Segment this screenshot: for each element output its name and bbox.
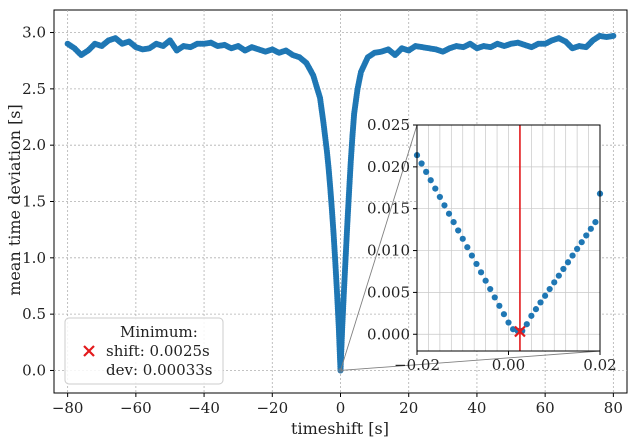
inset-data-point (436, 193, 443, 201)
inset-data-point (537, 299, 544, 306)
main-ticks: −80 −60 −40 −20 0 20 40 60 80 0.0 0.5 1.0 1.5 2.0 2.5 3… (22, 24, 623, 417)
legend-line-2: shift: 0.0025s (106, 342, 210, 360)
x-tick-label: 20 (399, 399, 418, 417)
y-tick-label: 2.0 (22, 136, 46, 154)
inset-y-tick-label: 0.015 (367, 200, 410, 218)
inset-data-point (496, 302, 503, 309)
inset-data-point (473, 260, 480, 268)
legend-line-1: Minimum: (120, 323, 198, 341)
inset-data-point (423, 168, 430, 175)
inset-data-point (542, 292, 549, 299)
inset-data-point (464, 244, 471, 251)
legend: Minimum: shift: 0.0025s dev: 0.00033s (64, 317, 224, 385)
inset-data-point (482, 277, 489, 284)
inset-data-point (477, 269, 485, 276)
inset-data-point (468, 252, 475, 259)
zoom-connector-line (340, 124, 418, 371)
minimum-x-marker-icon (514, 325, 526, 338)
inset-data-point (532, 306, 540, 313)
inset-data-point (564, 259, 572, 266)
inset-data-point (441, 202, 448, 209)
inset-data-point (587, 225, 594, 232)
legend-x-marker-icon (83, 345, 95, 357)
inset-x-tick-label: 0.02 (583, 356, 616, 374)
legend-box (64, 317, 224, 385)
inset-data-point (445, 210, 453, 217)
minimum-marker (514, 325, 526, 338)
inset-data-point (574, 245, 581, 252)
inset-data-point (500, 311, 508, 318)
x-tick-label: 60 (536, 399, 555, 417)
data-point (610, 32, 617, 39)
inset-data-point (505, 319, 512, 326)
y-axis-label: mean time deviation [s] (5, 104, 24, 296)
x-tick-label: 40 (467, 399, 486, 417)
inset-series (413, 152, 604, 335)
x-tick-label: −20 (256, 399, 288, 417)
inset-y-tick-label: 0.020 (367, 158, 410, 176)
inset-x-tick-label: 0.00 (492, 356, 525, 374)
y-tick-label: 0.0 (22, 361, 46, 379)
inset-data-point (487, 285, 494, 293)
inset-data-point (528, 312, 535, 319)
inset-data-point (455, 227, 462, 234)
x-axis-label: timeshift [s] (291, 419, 389, 438)
inset-data-point (459, 235, 466, 242)
inset-y-tick-label: 0.010 (367, 242, 410, 260)
inset-data-point (551, 279, 558, 286)
x-tick-label: −60 (120, 399, 152, 417)
y-tick-label: 3.0 (22, 24, 46, 42)
x-tick-label: 80 (604, 399, 623, 417)
inset-data-point (569, 252, 576, 259)
inset-data-point (523, 321, 530, 328)
y-tick-label: 1.0 (22, 249, 46, 267)
inset-data-point (583, 232, 590, 239)
legend-line-3: dev: 0.00033s (106, 361, 213, 379)
inset-frame-border (416, 124, 601, 352)
y-tick-label: 0.5 (22, 305, 46, 323)
inset-ticks: −0.02 0.00 0.02 0.000 0.005 0.010 0.015 0.020 0.… (367, 116, 617, 374)
x-tick-label: −40 (188, 399, 220, 417)
x-tick-label: −80 (52, 399, 84, 417)
inset-data-point (560, 265, 567, 273)
y-tick-label: 1.5 (22, 193, 46, 211)
x-tick-label: 0 (336, 399, 346, 417)
zoom-connectors (338, 124, 601, 373)
inset-y-tick-label: 0.000 (367, 325, 410, 343)
inset-data-point (491, 294, 498, 301)
inset-y-tick-label: 0.005 (367, 283, 410, 301)
inset-data-point (450, 218, 457, 226)
inset-y-tick-label: 0.025 (367, 116, 410, 134)
main-series (64, 32, 617, 374)
inset-data-point (427, 177, 434, 184)
y-tick-label: 2.5 (22, 80, 46, 98)
inset-data-point (555, 272, 562, 279)
inset-data-point (546, 285, 553, 293)
zoom-connector-line (340, 350, 601, 371)
inset-data-point (578, 239, 585, 246)
inset-data-point (592, 218, 599, 226)
inset-data-point (432, 185, 439, 192)
inset-x-tick-label: −0.02 (394, 356, 440, 374)
inset-data-point (418, 160, 425, 167)
zoom-region (338, 368, 343, 373)
